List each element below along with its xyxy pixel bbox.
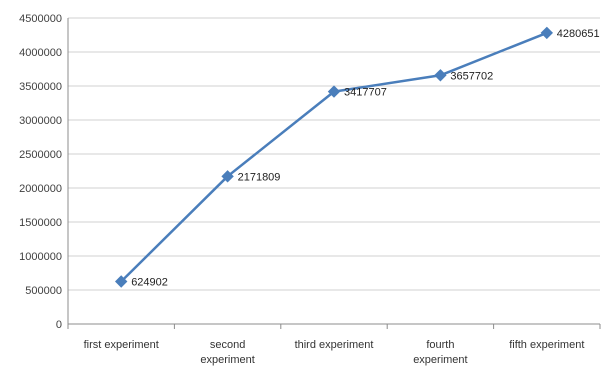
- x-tick-label: fourth: [426, 339, 454, 351]
- y-tick-label: 500000: [25, 285, 62, 297]
- data-point-marker: [540, 26, 554, 40]
- x-tick-label: second: [210, 339, 245, 351]
- y-tick-label: 2000000: [19, 183, 62, 195]
- x-tick-label: third experiment: [295, 339, 374, 351]
- data-label: 3657702: [450, 70, 493, 82]
- data-label: 624902: [131, 277, 168, 289]
- y-tick-label: 0: [56, 319, 62, 331]
- y-tick-label: 4500000: [19, 13, 62, 25]
- y-tick-label: 1000000: [19, 251, 62, 263]
- y-tick-label: 3000000: [19, 115, 62, 127]
- x-tick-label: first experiment: [84, 339, 159, 351]
- y-tick-label: 3500000: [19, 81, 62, 93]
- data-label: 2171809: [238, 171, 281, 183]
- y-tick-label: 1500000: [19, 217, 62, 229]
- data-point-marker: [221, 170, 234, 183]
- data-label: 4280651: [557, 28, 600, 40]
- data-point-marker: [434, 69, 447, 82]
- data-point-marker: [327, 85, 341, 98]
- data-point-marker: [114, 275, 128, 288]
- data-label: 3417707: [344, 87, 387, 99]
- x-tick-label: experiment: [413, 354, 467, 366]
- y-tick-label: 2500000: [19, 149, 62, 161]
- x-tick-label: experiment: [200, 354, 254, 366]
- x-tick-label: fifth experiment: [509, 339, 584, 351]
- y-tick-label: 4000000: [19, 47, 62, 59]
